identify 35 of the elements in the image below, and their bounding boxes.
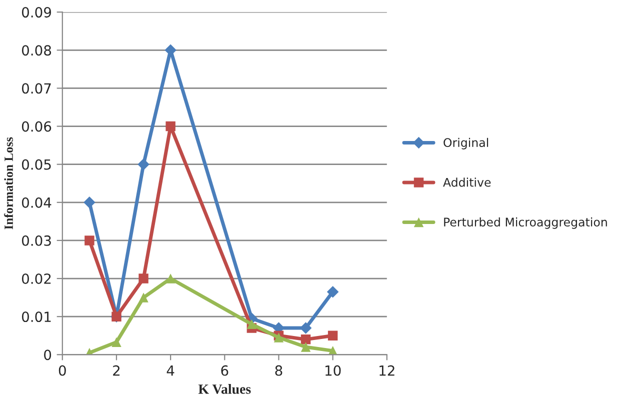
y-tick-label: 0.08: [22, 45, 52, 56]
x-axis-title: K Values: [198, 384, 251, 394]
x-tick-label: 10: [325, 365, 341, 376]
point: [326, 286, 339, 298]
x-tick-label: 0: [58, 365, 66, 376]
point: [300, 342, 311, 352]
point: [166, 274, 176, 284]
y-tick-label: 0.06: [22, 121, 52, 132]
point: [246, 319, 257, 330]
legend-label: Perturbed Microaggregation: [444, 217, 607, 229]
y-tick-label: 0: [44, 350, 52, 360]
y-axis-title: Information Loss: [4, 137, 13, 230]
point: [84, 196, 96, 208]
x-tick-label: 6: [221, 365, 228, 376]
y-tick-label: 0.04: [22, 197, 52, 208]
x-tick-label: 8: [275, 365, 282, 376]
point: [138, 274, 148, 284]
point: [328, 330, 338, 340]
x-tick-label: 2: [113, 365, 120, 376]
y-tick-label: 0.03: [22, 235, 51, 246]
y-tick-label: 0.07: [22, 83, 51, 94]
y-tick-label: 0.02: [22, 273, 51, 284]
point: [138, 292, 148, 302]
y-tick-label: 0.09: [22, 7, 52, 18]
x-tick-label: 12: [380, 365, 394, 376]
y-tick-label: 0.01: [22, 312, 51, 322]
legend-label: Additive: [443, 178, 491, 187]
legend-label: Original: [444, 138, 488, 150]
point: [112, 337, 122, 347]
y-tick-label: 0.05: [22, 159, 51, 170]
x-tick-label: 4: [166, 365, 174, 376]
point: [300, 334, 311, 344]
point: [138, 158, 150, 170]
point: [84, 236, 94, 246]
point: [166, 121, 176, 132]
